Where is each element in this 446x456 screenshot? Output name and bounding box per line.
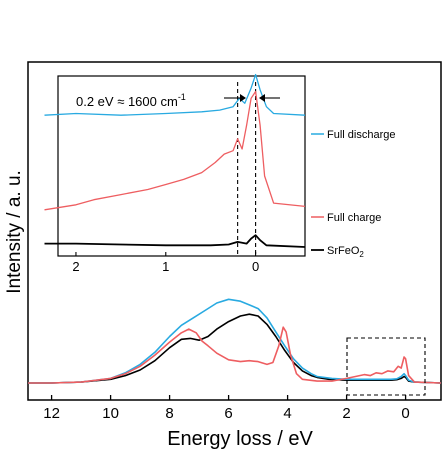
srfeo2-name: SrFeO bbox=[327, 245, 360, 257]
inset-plot-frame bbox=[57, 75, 306, 257]
zoom-region-box bbox=[346, 337, 426, 396]
main-x-tick-label: 4 bbox=[283, 405, 291, 422]
main-x-tick-label: 10 bbox=[102, 405, 119, 422]
annotation-text: 0.2 eV ≈ 1600 cm bbox=[76, 94, 178, 109]
legend-label-full-discharge: Full discharge bbox=[327, 129, 395, 141]
main-series-full_charge bbox=[28, 326, 442, 384]
main-x-tick-label: 6 bbox=[224, 405, 232, 422]
inset-annotation: 0.2 eV ≈ 1600 cm-1 bbox=[76, 92, 186, 109]
srfeo2-subscript: 2 bbox=[359, 250, 364, 259]
inset-x-tick-label: 1 bbox=[162, 259, 169, 274]
x-axis-label: Energy loss / eV bbox=[167, 428, 313, 450]
inset-legend: Full discharge Full charge SrFeO2 bbox=[311, 129, 395, 259]
main-series-srfeo2 bbox=[28, 313, 442, 384]
main-x-tick-label: 2 bbox=[342, 405, 350, 422]
annotation-superscript: -1 bbox=[178, 92, 186, 102]
main-x-tick-label: 0 bbox=[401, 405, 409, 422]
main-x-tick-label: 8 bbox=[165, 405, 173, 422]
main-plot: 12 10 8 6 4 2 0 bbox=[28, 298, 442, 422]
legend-label-full-charge: Full charge bbox=[327, 212, 381, 224]
annotation-arrow-right bbox=[224, 94, 246, 102]
main-plot-frame bbox=[27, 61, 442, 401]
y-axis-label: Intensity / a. u. bbox=[4, 170, 25, 294]
inset-x-tick-label: 0 bbox=[252, 259, 259, 274]
main-series-full_discharge bbox=[28, 298, 442, 384]
main-x-tick-label: 12 bbox=[43, 405, 60, 422]
inset-series-srfeo2 bbox=[44, 234, 306, 248]
annotation-arrow-left bbox=[259, 94, 280, 102]
inset-x-tick-label: 2 bbox=[72, 259, 79, 274]
legend-label-srfeo2: SrFeO2 bbox=[327, 245, 364, 259]
inset-series-full_charge bbox=[44, 90, 306, 211]
